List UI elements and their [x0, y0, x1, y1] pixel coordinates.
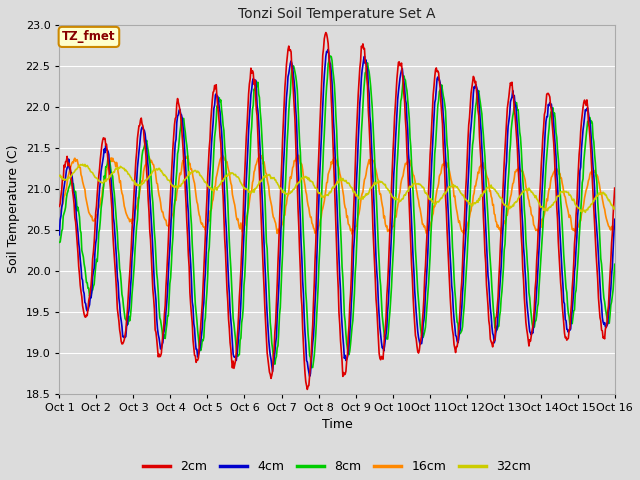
X-axis label: Time: Time: [322, 418, 353, 431]
Y-axis label: Soil Temperature (C): Soil Temperature (C): [7, 145, 20, 274]
Text: TZ_fmet: TZ_fmet: [62, 30, 116, 43]
Legend: 2cm, 4cm, 8cm, 16cm, 32cm: 2cm, 4cm, 8cm, 16cm, 32cm: [138, 455, 536, 478]
Title: Tonzi Soil Temperature Set A: Tonzi Soil Temperature Set A: [238, 7, 436, 21]
